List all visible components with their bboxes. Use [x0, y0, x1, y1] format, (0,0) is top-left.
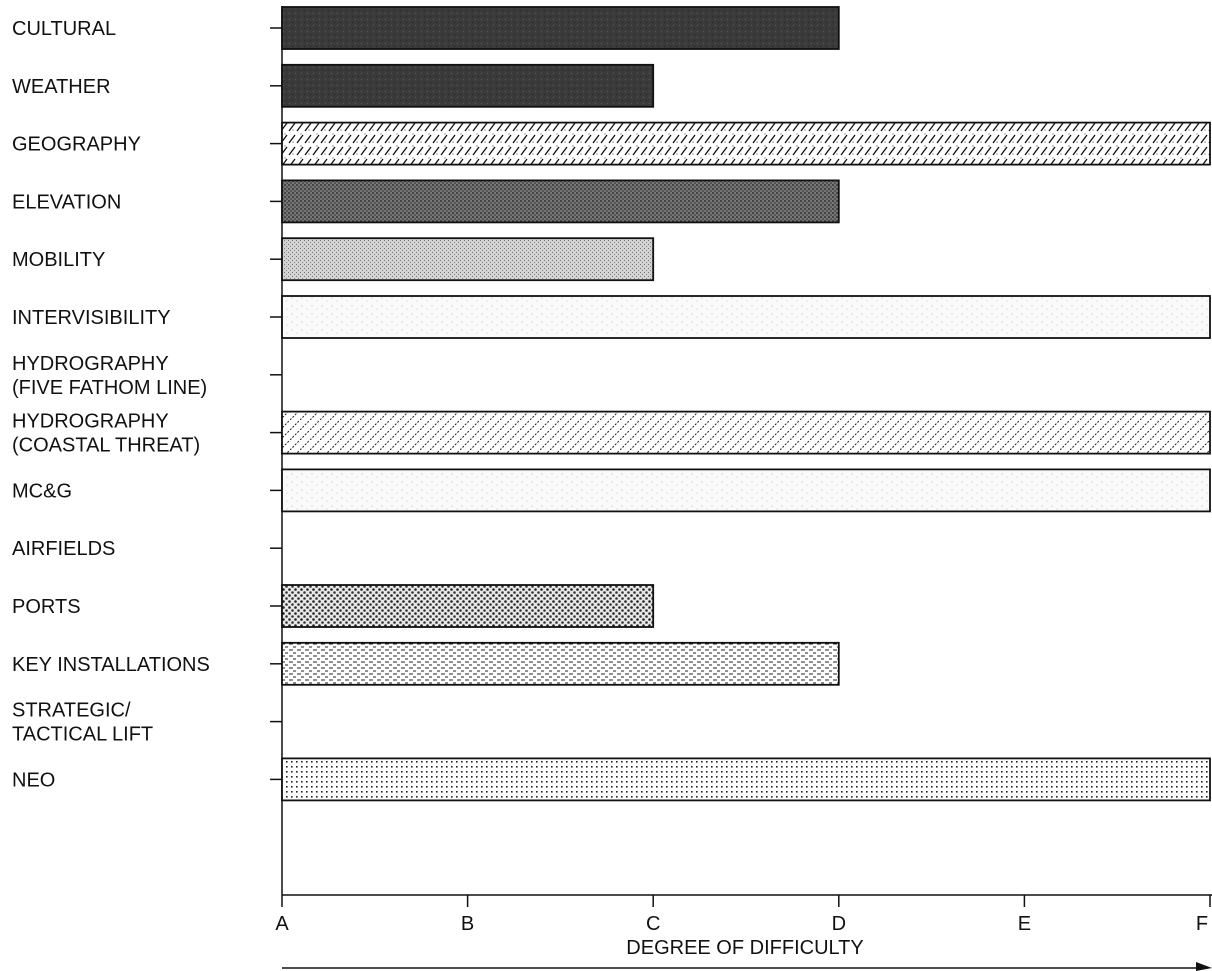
category-label-line: CULTURAL: [12, 18, 116, 40]
category-labels: CULTURAL WEATHER GEOGRAPHY ELEVATION MOBILIT…: [12, 18, 282, 791]
category-label-line: TACTICAL LIFT: [12, 724, 153, 746]
bar: [281, 63, 655, 108]
category-label-line: (COASTAL THREAT): [12, 435, 200, 457]
bar: [281, 468, 1211, 513]
category-label: STRATEGIC/TACTICAL LIFT: [12, 700, 153, 746]
category-label: PORTS: [12, 596, 81, 618]
category-label-line: AIRFIELDS: [12, 538, 115, 560]
bar: [281, 410, 1211, 455]
x-tick-label: E: [1018, 913, 1031, 935]
category-label: KEY INSTALLATIONS: [12, 654, 210, 676]
category-label: MC&G: [12, 480, 72, 502]
bar: [281, 121, 1211, 166]
bar: [281, 6, 840, 50]
category-label: CULTURAL: [12, 18, 116, 40]
category-label-line: KEY INSTALLATIONS: [12, 654, 210, 676]
x-tick-label: F: [1196, 913, 1208, 935]
category-label-line: MC&G: [12, 480, 72, 502]
bar: [281, 179, 840, 224]
category-label-line: HYDROGRAPHY: [12, 411, 169, 433]
x-tick-label: B: [461, 913, 474, 935]
category-label-line: HYDROGRAPHY: [12, 353, 169, 375]
x-tick-label: A: [275, 913, 289, 935]
x-axis-arrow-head: [1196, 962, 1212, 971]
bar: [281, 295, 1211, 339]
category-label-line: MOBILITY: [12, 249, 105, 271]
bars-layer: [281, 6, 1211, 802]
category-label-line: PORTS: [12, 596, 81, 618]
bar: [281, 237, 655, 282]
category-label-line: ELEVATION: [12, 191, 121, 213]
category-label: MOBILITY: [12, 249, 105, 271]
bar: [281, 584, 655, 628]
category-label-line: NEO: [12, 769, 55, 791]
category-label-line: INTERVISIBILITY: [12, 307, 171, 329]
x-tick-label: C: [646, 913, 660, 935]
category-label-line: STRATEGIC/: [12, 700, 131, 722]
category-label: ELEVATION: [12, 191, 121, 213]
category-label-line: (FIVE FATHOM LINE): [12, 377, 207, 399]
x-axis-title: DEGREE OF DIFFICULTY: [626, 937, 863, 959]
bar: [281, 757, 1211, 802]
category-label: AIRFIELDS: [12, 538, 115, 560]
category-label: INTERVISIBILITY: [12, 307, 171, 329]
category-label: HYDROGRAPHY (FIVE FATHOM LINE): [12, 353, 207, 399]
category-label: HYDROGRAPHY (COASTAL THREAT): [12, 411, 200, 457]
category-label-line: WEATHER: [12, 76, 111, 98]
category-label: NEO: [12, 769, 55, 791]
category-label-line: GEOGRAPHY: [12, 134, 141, 156]
x-tick-label: D: [832, 913, 846, 935]
category-label: WEATHER: [12, 76, 111, 98]
x-ticks: A B C D E F: [275, 895, 1211, 935]
category-label: GEOGRAPHY: [12, 134, 141, 156]
bar: [281, 641, 840, 686]
